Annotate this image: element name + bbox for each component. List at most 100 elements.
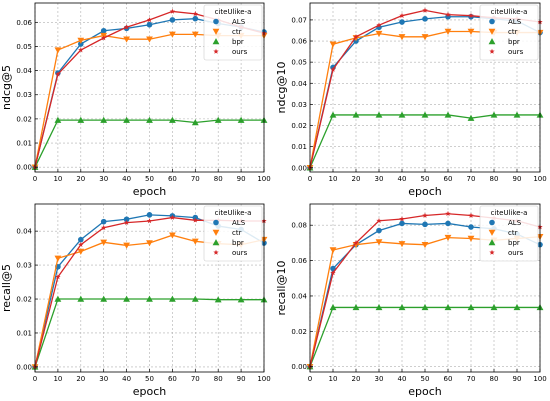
data-point [100, 218, 107, 225]
legend-marker [489, 219, 495, 226]
y-tick-label: 0.05 [291, 59, 307, 67]
data-point [146, 212, 153, 218]
data-point [192, 11, 198, 17]
data-point [237, 116, 245, 123]
data-point [445, 210, 451, 216]
x-tick-label: 60 [168, 375, 177, 383]
data-point [444, 234, 452, 241]
data-point [169, 8, 176, 14]
data-point [444, 304, 452, 311]
y-tick-label: 0.02 [16, 115, 32, 123]
x-tick-label: 90 [237, 375, 246, 383]
data-point [444, 28, 452, 35]
data-point [54, 47, 62, 54]
data-point [330, 66, 336, 72]
legend-marker [488, 28, 496, 35]
y-tick-label: 0.05 [16, 43, 32, 51]
data-point [421, 34, 429, 41]
data-point [77, 37, 85, 44]
legend-entry-ctr: ctr [212, 229, 242, 237]
legend-marker [212, 38, 220, 45]
series-bpr [306, 304, 544, 370]
data-point [146, 36, 153, 43]
x-tick-label: 50 [145, 175, 154, 183]
y-tick-label: 0.03 [16, 262, 32, 270]
data-point [329, 111, 337, 118]
legend-marker [488, 38, 496, 45]
data-point [468, 224, 474, 230]
y-tick-label: 0.00 [16, 164, 32, 172]
y-tick-label: 0.06 [291, 257, 307, 265]
legend-marker [213, 48, 219, 54]
legend-marker [489, 249, 495, 255]
data-point [468, 212, 474, 218]
x-tick-label: 90 [237, 175, 246, 183]
data-point [214, 116, 222, 123]
y-tick-label: 0.00 [291, 164, 307, 172]
series-bpr [31, 295, 268, 370]
data-point [375, 30, 383, 38]
data-point [422, 212, 428, 218]
y-tick-label: 0.04 [291, 292, 307, 300]
legend-entry-ctr: ctr [488, 229, 518, 237]
x-tick-label: 60 [444, 375, 453, 383]
x-axis-label: epoch [133, 185, 167, 198]
legend-label: ours [508, 48, 524, 56]
x-tick-label: 0 [308, 375, 312, 383]
x-tick-label: 70 [467, 175, 476, 183]
y-axis-label: recall@10 [275, 261, 288, 316]
data-point [329, 41, 337, 48]
x-tick-label: 20 [76, 175, 85, 183]
legend-box [203, 205, 263, 262]
legend: citeUlike-a ALS ctr bpr ours [203, 4, 263, 61]
data-point [422, 221, 428, 228]
data-point [55, 274, 61, 280]
series-bpr [306, 111, 544, 171]
series-bpr [31, 116, 268, 170]
y-tick-label: 0.00 [291, 363, 307, 371]
data-point [513, 111, 521, 118]
x-tick-label: 10 [53, 375, 62, 383]
data-point [352, 111, 360, 118]
legend: citeUlike-a ALS ctr bpr ours [203, 205, 263, 262]
x-axis-label: epoch [133, 385, 167, 398]
x-tick-label: 80 [214, 375, 223, 383]
data-point [123, 295, 130, 302]
data-point [376, 218, 382, 224]
x-tick-label: 100 [257, 375, 270, 383]
legend-box [479, 205, 539, 262]
data-point [398, 34, 406, 41]
data-point [421, 241, 429, 249]
data-point [169, 295, 176, 302]
y-tick-label: 0.08 [291, 222, 307, 230]
legend-marker [213, 249, 219, 255]
legend: citeUlike-a ALS ctr bpr ours [479, 205, 539, 262]
data-point [54, 255, 62, 262]
x-tick-label: 100 [533, 175, 546, 183]
data-point [78, 236, 84, 243]
x-tick-label: 40 [398, 175, 407, 183]
data-point [467, 235, 475, 242]
legend-title: citeUlike-a [491, 209, 528, 217]
chart-panel-2: 0 10 20 30 40 50 60 70 80 90 100 0.00 0.01 0.02 0.03 0.… [275, 2, 547, 198]
legend-label: ctr [508, 28, 518, 36]
data-point [191, 119, 199, 126]
legend: citeUlike-a ALS ctr bpr ours [479, 4, 539, 61]
data-point [330, 270, 336, 276]
data-point [376, 22, 382, 28]
x-tick-label: 40 [122, 375, 131, 383]
legend-title: citeUlike-a [491, 8, 528, 16]
legend-title: citeUlike-a [215, 209, 252, 217]
y-tick-label: 0.07 [291, 16, 307, 24]
legend-entry-als: ALS [489, 219, 522, 227]
data-point [77, 295, 85, 302]
legend-marker [489, 48, 495, 54]
legend-marker [488, 239, 496, 246]
y-tick-label: 0.04 [16, 228, 32, 236]
data-point [398, 111, 406, 118]
data-point [123, 116, 130, 123]
data-point [78, 47, 84, 53]
data-point [191, 31, 199, 38]
data-point [329, 304, 337, 311]
data-point [146, 17, 153, 23]
